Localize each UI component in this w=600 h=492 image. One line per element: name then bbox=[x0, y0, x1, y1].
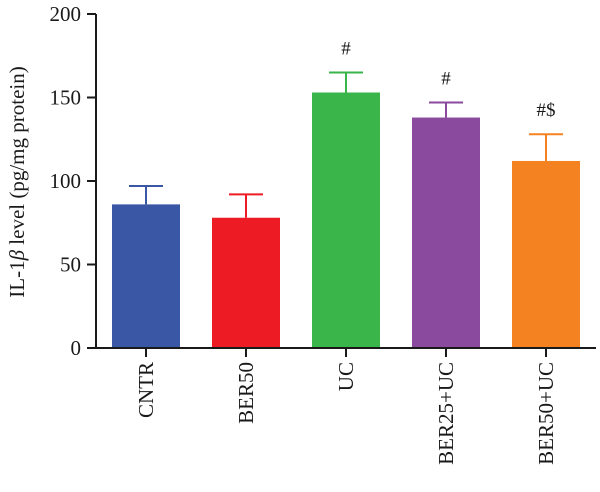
y-tick-label: 0 bbox=[71, 336, 82, 360]
bar bbox=[312, 92, 380, 349]
y-tick-label: 200 bbox=[50, 2, 82, 26]
x-tick-label: BER25+UC bbox=[434, 362, 458, 465]
y-tick-label: 100 bbox=[50, 169, 82, 193]
significance-label: #$ bbox=[537, 100, 556, 121]
bar bbox=[212, 217, 280, 348]
y-axis-title-symbol: β bbox=[5, 249, 29, 261]
bar bbox=[112, 204, 180, 348]
x-tick-label: BER50+UC bbox=[534, 362, 558, 465]
x-tick-label: CNTR bbox=[134, 362, 158, 418]
significance-label: # bbox=[441, 69, 451, 90]
y-axis-title-suffix: level (pg/mg protein) bbox=[5, 66, 29, 250]
significance-label: # bbox=[341, 38, 351, 59]
y-axis-title-prefix: IL-1 bbox=[5, 260, 29, 297]
bar bbox=[412, 117, 480, 348]
y-axis: 0 50 100 150 200 bbox=[50, 2, 97, 360]
y-tick-label: 50 bbox=[60, 253, 81, 277]
y-axis-title: IL-1β level (pg/mg protein) bbox=[5, 66, 29, 298]
x-tick-label: BER50 bbox=[234, 362, 258, 424]
bars: # # #$ bbox=[112, 38, 580, 349]
bar bbox=[512, 160, 580, 348]
x-axis: CNTR BER50 UC BER25+UC BER50+UC bbox=[96, 347, 596, 465]
x-tick-label: UC bbox=[334, 362, 358, 391]
y-tick-label: 150 bbox=[50, 86, 82, 110]
